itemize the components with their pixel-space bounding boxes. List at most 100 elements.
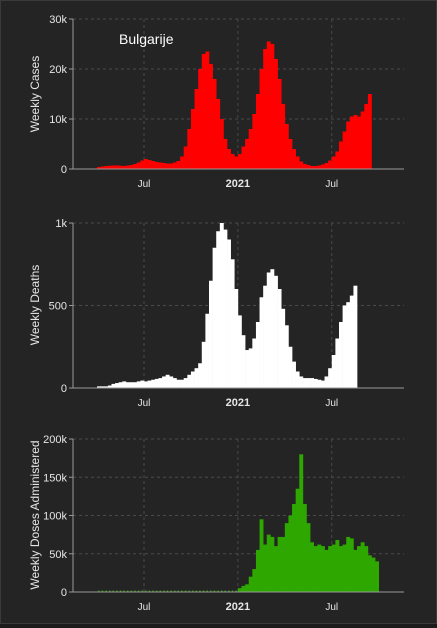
- bar: [140, 160, 145, 169]
- bar: [306, 378, 311, 388]
- bar: [234, 289, 239, 388]
- bar: [353, 549, 358, 592]
- x-tick-label: Jul: [138, 179, 151, 190]
- bar: [324, 163, 329, 169]
- bar: [320, 164, 325, 169]
- bar: [205, 51, 210, 169]
- bar: [320, 380, 325, 388]
- bar: [263, 544, 268, 592]
- chart-panel-deaths: 0 500 1k Jul 2021 Jul Weekly Deaths: [28, 218, 404, 409]
- bar: [284, 124, 289, 169]
- chart-panel-cases: 0 10k 20k 30k Jul 2021 Jul Weekly Cases Bulgarij…: [28, 14, 404, 190]
- zero-marker: [170, 590, 172, 592]
- bar: [277, 536, 282, 592]
- y-tick-label: 0: [61, 164, 67, 176]
- bar: [263, 285, 268, 388]
- zero-marker: [224, 590, 226, 592]
- bar: [295, 371, 300, 388]
- zero-marker: [177, 590, 180, 592]
- bar: [266, 534, 271, 592]
- bar: [342, 544, 347, 592]
- y-tick-label: 20k: [49, 64, 67, 76]
- zero-marker: [217, 590, 219, 592]
- y-tick-label: 0: [61, 383, 67, 395]
- bar: [320, 546, 325, 592]
- y-tick-label: 30k: [49, 14, 67, 26]
- bar: [295, 156, 300, 169]
- zero-marker: [195, 590, 198, 592]
- bar: [183, 378, 188, 388]
- bar: [360, 111, 365, 169]
- zero-marker: [123, 590, 125, 592]
- bar: [328, 160, 333, 169]
- bar: [248, 129, 253, 169]
- bar: [310, 542, 315, 592]
- bar: [375, 561, 380, 592]
- bar: [158, 162, 163, 169]
- bar: [313, 166, 318, 169]
- bar: [129, 382, 134, 388]
- y-axis-label: Weekly Cases: [28, 56, 42, 132]
- bar: [335, 151, 340, 169]
- bar: [302, 504, 307, 592]
- bar: [212, 247, 217, 388]
- zero-marker: [188, 590, 190, 592]
- bar: [241, 146, 246, 169]
- bar: [154, 162, 159, 169]
- bar: [125, 382, 130, 388]
- bar: [169, 163, 174, 169]
- bar: [180, 379, 185, 388]
- x-tick-label: Jul: [325, 398, 338, 409]
- bar: [288, 515, 293, 592]
- bar: [292, 361, 296, 388]
- zero-marker: [206, 590, 208, 592]
- zero-marker: [166, 590, 169, 592]
- bar: [349, 295, 354, 388]
- bar: [198, 363, 203, 388]
- bar: [274, 546, 278, 592]
- bar: [118, 165, 123, 169]
- bar: [339, 322, 343, 388]
- bar: [223, 139, 228, 169]
- zero-marker: [116, 590, 118, 592]
- bar: [227, 149, 231, 169]
- bar: [331, 544, 336, 592]
- bar: [245, 350, 250, 388]
- zero-marker: [199, 590, 201, 592]
- bar: [364, 104, 369, 169]
- bar: [259, 519, 264, 592]
- bar: [346, 121, 351, 169]
- bar: [302, 378, 307, 388]
- x-tick-label: 2021: [226, 601, 250, 613]
- bar: [133, 164, 138, 169]
- zero-marker: [163, 590, 165, 592]
- x-tick-label: 2021: [226, 178, 250, 190]
- bar: [302, 164, 307, 169]
- zero-marker: [108, 590, 111, 592]
- bar: [313, 378, 318, 388]
- bar: [281, 536, 286, 592]
- zero-marker: [220, 590, 223, 592]
- y-tick-label: 50k: [49, 549, 67, 561]
- bar: [104, 386, 109, 388]
- bar: [115, 165, 120, 169]
- bar: [259, 297, 264, 388]
- bar: [237, 154, 242, 169]
- bar: [346, 302, 351, 388]
- bar: [255, 549, 260, 592]
- x-tick-label: Jul: [325, 602, 338, 613]
- zero-marker: [192, 590, 194, 592]
- bar: [288, 139, 293, 169]
- bar: [299, 376, 304, 388]
- bar: [111, 383, 116, 388]
- bar: [328, 546, 333, 592]
- zero-marker: [148, 590, 151, 592]
- bar: [270, 44, 275, 169]
- zero-marker: [181, 590, 183, 592]
- zero-marker: [112, 590, 115, 592]
- bar: [97, 386, 101, 388]
- bar: [306, 165, 311, 169]
- bar: [255, 322, 260, 388]
